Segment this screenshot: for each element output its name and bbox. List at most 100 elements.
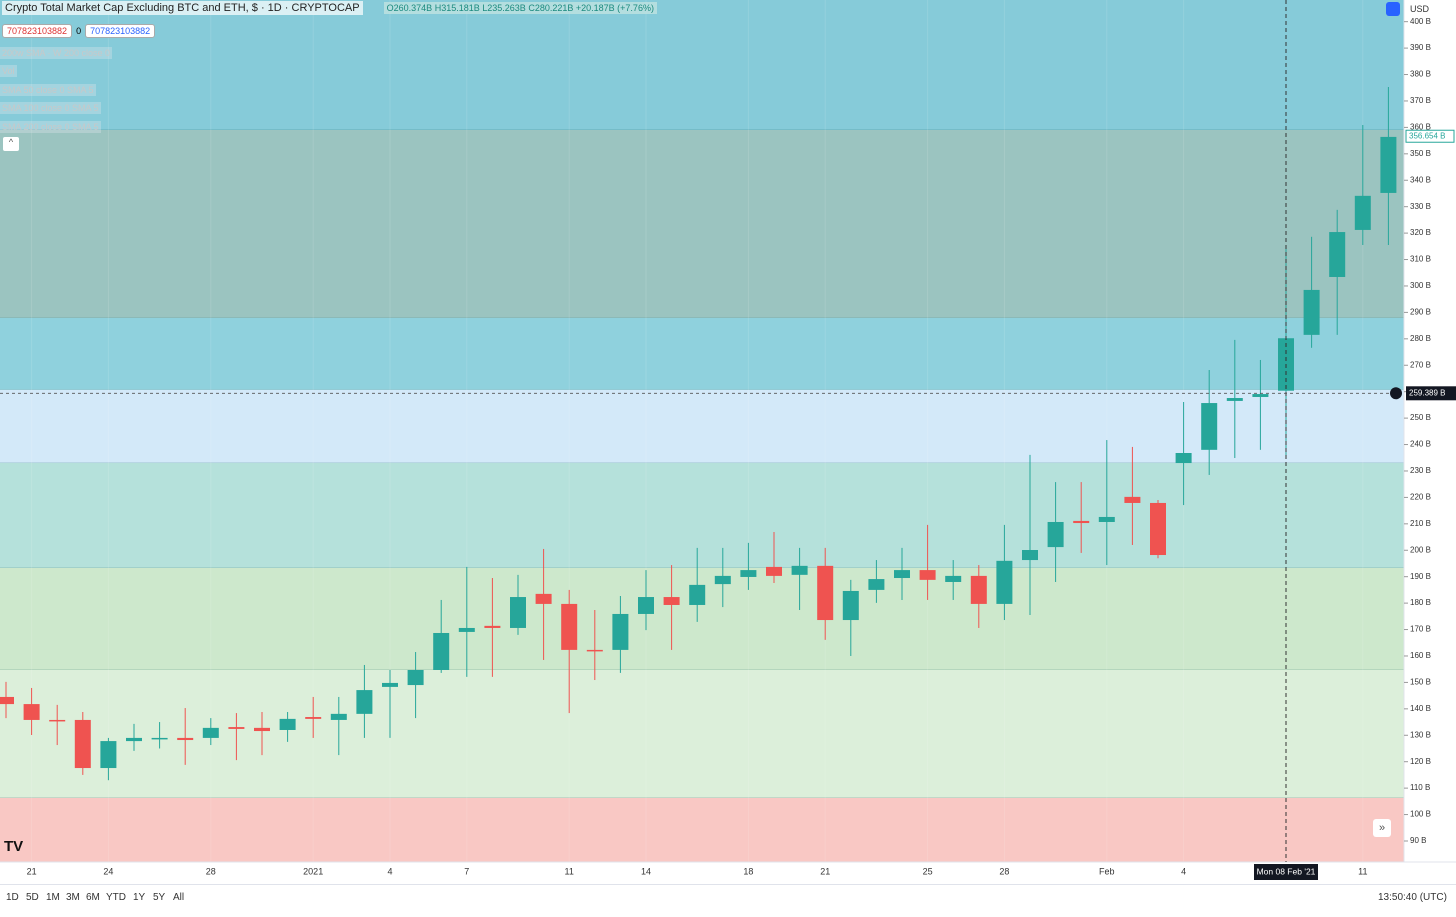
x-tick-label: 21 (27, 866, 37, 876)
indicator[interactable]: Vol (0, 65, 17, 77)
candle-body (689, 584, 706, 605)
timeframe[interactable]: 5D (26, 892, 39, 903)
indicator[interactable]: SMA 200 close 0 SMA 5 (0, 121, 101, 133)
timeframe[interactable]: All (173, 892, 185, 903)
candle-body (356, 690, 373, 714)
timeframe[interactable]: YTD (106, 892, 126, 903)
y-tick-label: 120 B (1410, 757, 1431, 766)
zone (0, 130, 1404, 318)
x-tick-label: 18 (743, 866, 753, 876)
candle-body (279, 718, 296, 730)
ohlc-low: L235.263B (482, 3, 526, 13)
candle-body (74, 719, 91, 769)
timeframe[interactable]: 1D (6, 892, 19, 903)
y-tick-label: 300 B (1410, 281, 1431, 290)
x-tick-label: 21 (820, 866, 830, 876)
candle-body (23, 704, 40, 720)
y-tick-label: 330 B (1410, 202, 1431, 211)
candle-body (510, 597, 526, 628)
timeframe[interactable]: 5Y (153, 892, 166, 903)
last-price-label: 356.654 B (1409, 131, 1445, 140)
candle-body (791, 565, 808, 575)
candle-body (663, 597, 680, 605)
x-tick-label: 24 (103, 866, 113, 876)
y-tick-label: 190 B (1410, 572, 1431, 581)
y-tick-label: 170 B (1410, 625, 1431, 634)
candle-body (842, 590, 859, 621)
scroll-button[interactable]: » (1373, 819, 1391, 837)
candle-body (638, 597, 654, 614)
time-axis (0, 862, 1456, 884)
legend: Crypto Total Market Cap Excluding BTC an… (2, 1, 657, 15)
candle-body (100, 741, 117, 769)
y-tick-label: 240 B (1410, 440, 1431, 449)
sync-button[interactable] (1386, 2, 1400, 16)
candle-body (228, 727, 245, 729)
y-tick-label: 140 B (1410, 704, 1431, 713)
candle-body (1226, 398, 1243, 401)
candle-body (151, 737, 168, 740)
candle-body (1252, 394, 1269, 397)
input-sep: 0 (76, 26, 82, 36)
inputs: 707823103882 0 707823103882 (2, 24, 159, 38)
indicator[interactable]: SMA 50 close 0 SMA 5 (0, 84, 96, 96)
y-tick-label: 390 B (1410, 43, 1431, 52)
candle-body (586, 649, 603, 652)
y-tick-label: 250 B (1410, 413, 1431, 422)
zone (0, 797, 1404, 862)
candle-body (254, 727, 270, 732)
candle-body (1150, 502, 1166, 556)
x-tick-label: 4 (1181, 866, 1186, 876)
y-tick-label: 150 B (1410, 678, 1431, 687)
y-tick-label: 180 B (1410, 598, 1431, 607)
candle-body (1047, 521, 1064, 548)
x-tick-label: 28 (999, 866, 1009, 876)
y-tick-label: 220 B (1410, 493, 1431, 502)
collapse-button[interactable]: ^ (3, 137, 19, 151)
x-tick-label: 7 (464, 866, 469, 876)
x-tick-label: 2021 (303, 866, 323, 876)
x-tick-label: 4 (387, 866, 392, 876)
candle-body (561, 603, 578, 650)
y-tick-label: 340 B (1410, 175, 1431, 184)
timeframe[interactable]: 3M (66, 892, 80, 903)
candle-body (484, 625, 501, 628)
candle-body (970, 575, 987, 604)
y-tick-label: 280 B (1410, 334, 1431, 343)
candle-body (1098, 516, 1115, 522)
candle-body (1073, 520, 1090, 524)
x-tick-label: Feb (1099, 866, 1115, 876)
chart-title: Crypto Total Market Cap Excluding BTC an… (2, 1, 363, 15)
y-tick-label: 380 B (1410, 70, 1431, 79)
x-tick-label: 14 (641, 866, 651, 876)
timeframe[interactable]: 1Y (133, 892, 146, 903)
candle-body (202, 727, 219, 738)
candle-body (945, 575, 962, 582)
candle-body (433, 632, 450, 670)
zone (0, 463, 1404, 568)
y-tick-label: 100 B (1410, 810, 1431, 819)
ohlc-open: O260.374B (386, 3, 433, 13)
price-axis (1404, 0, 1456, 862)
y-tick-label: 310 B (1410, 255, 1431, 264)
y-tick-label: 400 B (1410, 17, 1431, 26)
y-tick-label: 360 B (1410, 122, 1431, 131)
currency[interactable]: USD (1410, 4, 1430, 14)
input[interactable]: 707823103882 (85, 24, 156, 38)
input[interactable]: 707823103882 (2, 24, 73, 38)
logo: TV (4, 838, 24, 855)
crosshair-y-label: 259.389 B (1409, 388, 1445, 397)
crosshair-y-box (1406, 386, 1456, 401)
crosshair-x-label: Mon 08 Feb '21 (1257, 866, 1316, 876)
indicator[interactable]: 200w SMA · W 200 close 0 (0, 47, 113, 59)
clock: 13:50:40 (UTC) (1378, 892, 1447, 903)
indicator[interactable]: SMA 100 close 0 SMA 5 (0, 102, 101, 114)
y-tick-label: 200 B (1410, 545, 1431, 554)
y-tick-label: 230 B (1410, 466, 1431, 475)
zone (0, 669, 1404, 798)
timeframe[interactable]: 1M (46, 892, 60, 903)
ohlc-change: +20.187B (+7.76%) (575, 3, 654, 13)
x-tick-label: 28 (206, 866, 216, 876)
timeframe[interactable]: 6M (86, 892, 100, 903)
